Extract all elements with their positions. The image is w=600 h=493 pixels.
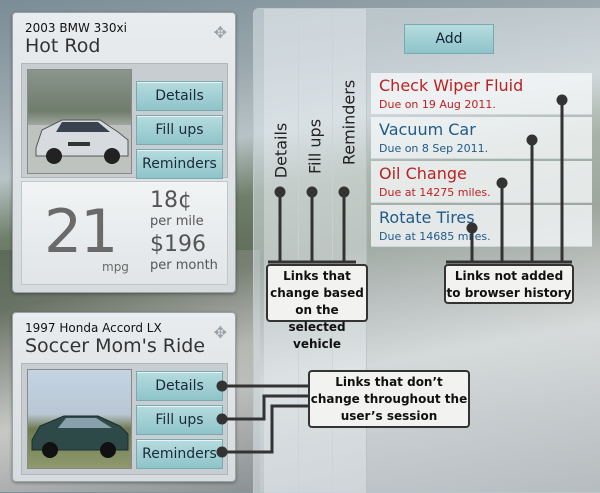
reminder-title: Oil Change (379, 164, 467, 183)
reminder-due: Due at 14685 miles. (379, 230, 491, 243)
stats-panel: 21 mpg 18¢ per mile $196 per month (21, 181, 228, 285)
per-mile-label: per mile (150, 214, 204, 229)
reminder-item[interactable]: Rotate Tires Due at 14685 miles. (371, 205, 592, 247)
vehicle-photo (27, 369, 132, 469)
reminder-due: Due on 8 Sep 2011. (379, 142, 489, 155)
reminder-item[interactable]: Vacuum Car Due on 8 Sep 2011. (371, 117, 592, 159)
callout-changing-links: Links that change based on the selected … (266, 264, 368, 351)
vehicle-panel: Details Fill ups Reminders (21, 363, 228, 475)
callout-session-links: Links that don’t change throughout the u… (308, 370, 470, 428)
vehicle-panel: Details Fill ups Reminders (21, 63, 228, 179)
vehicle-card-2: 1997 Honda Accord LX Soccer Mom's Ride ✥… (12, 312, 236, 482)
reminder-item[interactable]: Check Wiper Fluid Due on 19 Aug 2011. (371, 73, 592, 115)
car-image (28, 119, 131, 173)
reminder-due: Due on 19 Aug 2011. (379, 98, 496, 111)
reminders-button[interactable]: Reminders (136, 439, 223, 469)
reminder-due: Due at 14275 miles. (379, 186, 491, 199)
mpg-value: 21 (44, 197, 118, 267)
fill-ups-button[interactable]: Fill ups (136, 405, 223, 435)
details-button[interactable]: Details (136, 371, 223, 401)
move-icon[interactable]: ✥ (213, 323, 227, 342)
cost-per-mile: 18¢ (150, 188, 192, 213)
mpg-label: mpg (102, 260, 129, 274)
reminder-item[interactable]: Oil Change Due at 14275 miles. (371, 161, 592, 203)
cost-per-month: $196 (150, 232, 206, 257)
vehicle-model: 2003 BMW 330xi (25, 21, 127, 35)
vehicle-photo (27, 69, 132, 174)
car-image (31, 415, 129, 458)
reminder-title: Check Wiper Fluid (379, 76, 524, 95)
fill-ups-button[interactable]: Fill ups (136, 115, 223, 145)
callout-history-links: Links not added to browser history (444, 264, 574, 304)
reminder-title: Vacuum Car (379, 120, 476, 139)
reminder-title: Rotate Tires (379, 208, 475, 227)
vehicle-card-1: 2003 BMW 330xi Hot Rod ✥ Details Fill up… (12, 12, 236, 293)
vehicle-nickname: Hot Rod (25, 35, 101, 57)
reminders-button[interactable]: Reminders (136, 149, 223, 179)
per-month-label: per month (150, 258, 218, 273)
vehicle-model: 1997 Honda Accord LX (25, 321, 162, 335)
move-icon[interactable]: ✥ (213, 23, 227, 42)
details-button[interactable]: Details (136, 81, 223, 111)
vehicle-nickname: Soccer Mom's Ride (25, 335, 206, 357)
add-button[interactable]: Add (404, 24, 494, 54)
